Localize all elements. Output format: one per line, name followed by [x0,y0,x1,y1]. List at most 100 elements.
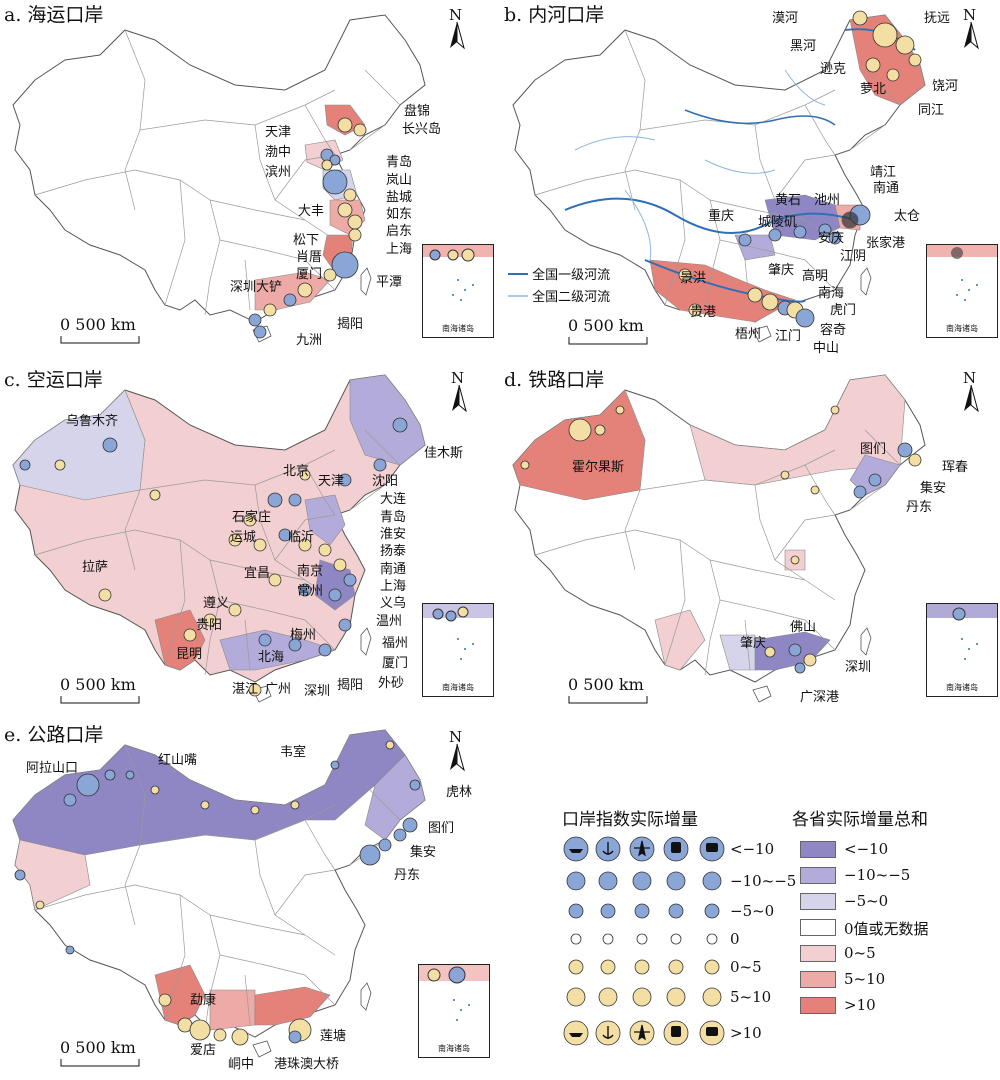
port-label: 厦门 [382,656,409,671]
port-label: 阿拉山口 [26,761,79,776]
port-label: 贵港 [690,305,717,320]
map-china [512,10,926,343]
port-label: 岚山 [386,173,413,188]
port-label: 图们 [428,821,455,836]
port-label: 南京 [297,564,324,579]
port-label: 启东 [386,224,413,239]
port-label: 莲塘 [320,1029,347,1044]
port-label: 温州 [376,614,403,629]
panel-title: a. 海运口岸 [4,4,104,26]
port-label: 张家港 [866,236,906,251]
port-label: 石家庄 [232,510,272,525]
port-label: 宜昌 [244,566,271,581]
north-arrow: N [960,6,982,52]
port-label: 虎林 [446,785,473,800]
port-label: 湛江 [232,682,259,697]
port-label: 盘锦 [404,104,431,119]
port-label: 滨州 [265,165,292,180]
legend-province-class: −5~0 [844,892,889,910]
port-label: 青岛 [386,155,413,170]
south-china-sea-inset: 南海诸岛 [422,244,494,338]
port-label: 江门 [775,329,802,344]
legend-swatch [800,841,836,858]
port-markers [248,117,367,339]
port-label: 抚远 [924,11,951,26]
port-label: 福州 [382,636,409,651]
panel-road-ports: e. 公路口岸 阿拉山口 红山嘴 韦室 虎林 图们 集安 [0,720,500,1080]
panel-title: b. 内河口岸 [504,4,605,26]
port-label: 昆明 [176,647,203,662]
port-label: 南通 [873,181,900,196]
port-label: 义乌 [380,596,407,611]
legend-swatch [800,919,836,936]
port-label: 勐康 [190,993,217,1008]
port-label: 容奇 [820,323,847,338]
port-label: 上海 [380,579,407,594]
port-label: 港珠澳大桥 [274,1057,340,1072]
map-china [512,374,926,703]
port-markers [520,405,922,674]
port-label: 中山 [813,341,840,356]
port-label: 集安 [410,845,437,860]
legend-port-class: <−10 [730,840,775,858]
port-label: 集安 [920,481,947,496]
port-label: 肖厝 [296,250,323,265]
map-china [12,374,426,703]
port-label: 扬泰 [380,544,407,559]
port-label: 爱店 [190,1043,217,1058]
panel-title: e. 公路口岸 [4,724,104,746]
port-label: 峒中 [228,1057,255,1072]
north-arrow: N [960,369,982,415]
port-label: 盐城 [386,190,413,205]
panel-rail-ports: d. 铁路口岸 霍尔果斯 图们 珲春 集安 丹东 佛山 肇庆 深圳 广深港 N [500,365,1000,720]
legend-port-class: 5~10 [730,988,772,1006]
port-label: 揭阳 [337,317,364,332]
port-label: 池州 [814,193,841,208]
port-label: 广州 [265,682,292,697]
port-label: 深圳大铲 [230,280,283,295]
port-label: 漠河 [772,11,799,26]
port-label: 乌鲁木齐 [66,414,119,429]
legend-province-class: −10~−5 [844,866,911,884]
south-china-sea-inset: 南海诸岛 [926,244,998,338]
port-label: 外砂 [378,676,405,691]
legend-swatch [800,997,836,1014]
port-label: 韦室 [280,745,307,760]
port-label: 北海 [258,650,285,665]
port-label: 揭阳 [337,678,364,693]
port-label: 南通 [380,562,407,577]
port-label: 如东 [386,207,413,222]
port-label: 虎门 [830,303,857,318]
legend-port-class: 0 [730,930,740,948]
north-arrow: N [446,6,468,52]
south-china-sea-inset: 南海诸岛 [418,964,490,1058]
port-label: 丹东 [906,500,933,515]
map-china [12,729,426,1058]
port-label: 萝北 [860,82,887,97]
south-china-sea-inset: 南海诸岛 [422,603,494,697]
port-label: 天津 [265,125,292,140]
port-label: 深圳 [845,660,872,675]
port-label: 佳木斯 [424,446,464,461]
south-china-sea-inset: 南海诸岛 [926,603,998,697]
scale-bar: 0 500 km [60,675,140,704]
port-label: 渤中 [265,145,292,160]
scale-bar: 0 500 km [60,315,140,344]
port-label: 饶河 [932,79,959,94]
legend-province-title: 各省实际增量总和 [792,810,928,830]
port-label: 北京 [283,464,310,479]
port-markers [678,10,922,328]
port-label: 肇庆 [740,636,767,651]
legend-province-class: 5~10 [844,970,886,988]
port-label: 重庆 [708,209,735,224]
legend: 口岸指数实际增量 各省实际增量总和 [560,795,1000,1075]
port-label: 广深港 [800,690,840,705]
port-label: 同江 [918,103,945,118]
port-label: 上海 [386,242,413,257]
port-label: 运城 [230,530,257,545]
legend-province-class: >10 [844,996,876,1014]
port-label: 松下 [293,233,320,248]
port-label: 逊克 [820,62,847,77]
legend-port-class: 0~5 [730,958,762,976]
legend-province-class: <−10 [844,840,889,858]
